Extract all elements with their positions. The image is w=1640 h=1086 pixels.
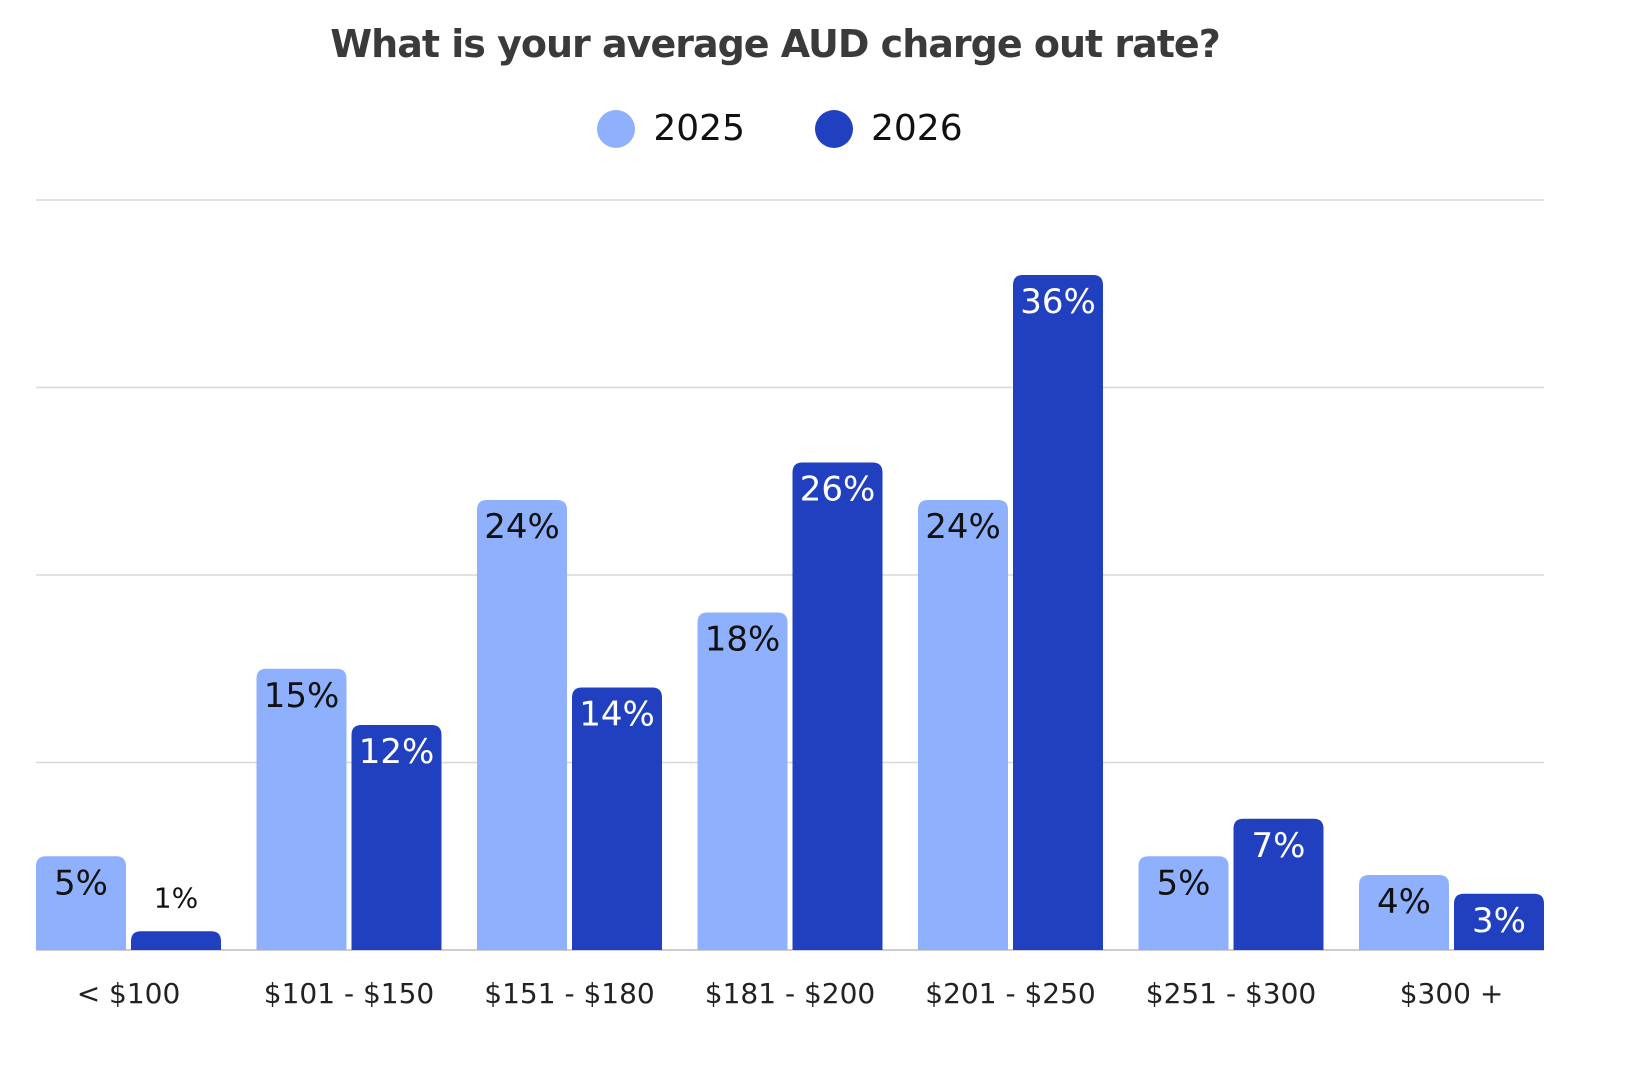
- bar-value-labels: 5% 1% 15% 12% 24% 14% 18% 26% 24% 36% 5% 7% 4% 3%: [54, 282, 1526, 941]
- x-tick-label: $151 - $180: [484, 977, 654, 1010]
- x-axis-tick-labels: < $100 $101 - $150 $151 - $180 $181 - $200 $…: [77, 977, 1504, 1010]
- bar-label-2025-0: 5%: [54, 863, 108, 903]
- bar-label-2026-2: 14%: [579, 695, 655, 735]
- bars: [36, 275, 1544, 950]
- bar-label-2026-3: 26%: [800, 470, 876, 510]
- legend-swatch-2026: [815, 109, 853, 148]
- bar-2026-4[interactable]: [1013, 275, 1103, 950]
- bar-label-2026-0: 1%: [154, 881, 198, 914]
- bar-label-2025-1: 15%: [264, 676, 340, 716]
- bar-2025-6[interactable]: [1359, 875, 1449, 950]
- bar-2025-1[interactable]: [256, 668, 347, 950]
- bar-label-2026-1: 12%: [359, 732, 435, 772]
- x-tick-label: < $100: [77, 977, 181, 1010]
- bar-2025-2[interactable]: [477, 500, 567, 950]
- legend-item-2025[interactable]: 2025: [597, 108, 745, 149]
- bar-2026-2[interactable]: [572, 687, 662, 951]
- bar-label-2025-5: 5%: [1157, 863, 1211, 903]
- bar-2025-0[interactable]: [36, 856, 126, 950]
- bar-label-2026-6: 3%: [1472, 901, 1526, 941]
- x-tick-label: $181 - $200: [705, 977, 875, 1010]
- bar-2025-5[interactable]: [1138, 856, 1229, 950]
- bar-2026-0[interactable]: [131, 931, 221, 950]
- bar-label-2026-5: 7%: [1252, 826, 1306, 866]
- chart-title: What is your average AUD charge out rate…: [330, 22, 1221, 66]
- bar-2025-3[interactable]: [697, 612, 788, 951]
- x-tick-label: $300 +: [1400, 977, 1504, 1010]
- legend-label-2025: 2025: [653, 108, 745, 149]
- legend: 2025 2026: [0, 108, 1560, 149]
- legend-item-2026[interactable]: 2026: [815, 108, 963, 149]
- bar-2026-5[interactable]: [1233, 818, 1324, 950]
- bar-label-2025-6: 4%: [1377, 882, 1431, 922]
- bar-label-2025-4: 24%: [925, 507, 1001, 547]
- legend-label-2026: 2026: [871, 108, 963, 149]
- bar-2026-3[interactable]: [792, 462, 883, 951]
- bar-label-2025-3: 18%: [705, 620, 781, 660]
- bar-label-2025-2: 24%: [484, 507, 560, 547]
- legend-swatch-2025: [597, 109, 636, 148]
- bar-2026-6[interactable]: [1454, 893, 1544, 950]
- x-tick-label: $201 - $250: [925, 977, 1095, 1010]
- bar-label-2026-4: 36%: [1020, 282, 1096, 322]
- x-tick-label: $101 - $150: [264, 977, 434, 1010]
- bar-2025-4[interactable]: [918, 500, 1008, 950]
- x-tick-label: $251 - $300: [1146, 977, 1316, 1010]
- bar-2026-1[interactable]: [351, 725, 442, 950]
